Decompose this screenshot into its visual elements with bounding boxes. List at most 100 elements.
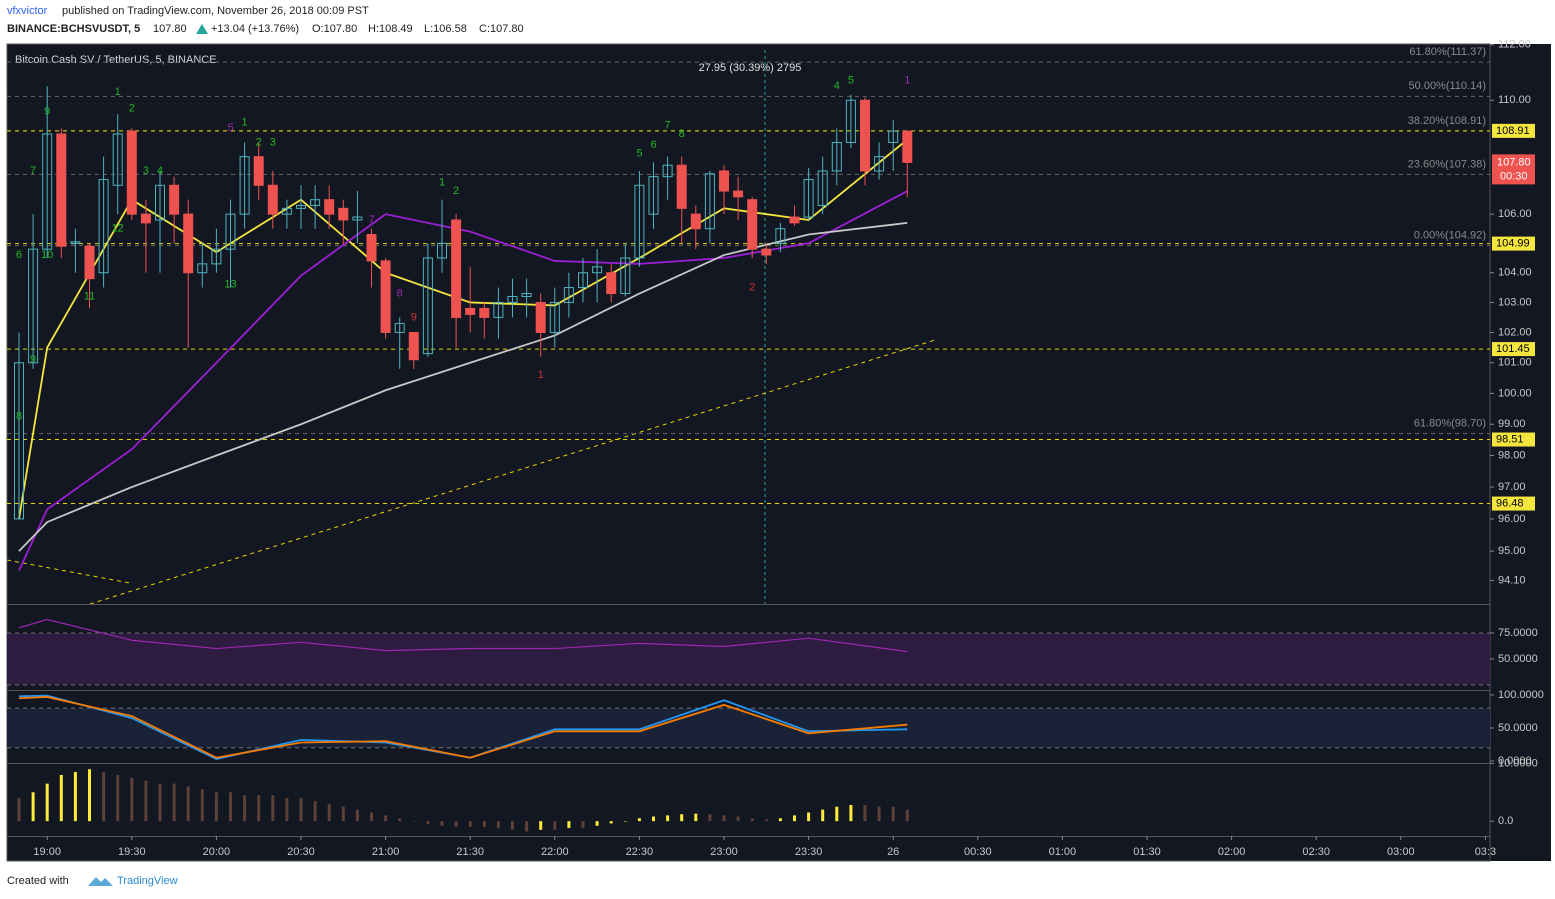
x-tick-label: 21:00 <box>372 846 400 858</box>
histogram-bar <box>398 818 402 822</box>
high: H:108.49 <box>368 23 413 35</box>
candle-body <box>310 199 321 206</box>
x-tick-label: 20:00 <box>203 846 231 858</box>
price-tag-label: 108.91 <box>1496 125 1530 137</box>
histogram-bar <box>158 783 162 822</box>
histogram-bar <box>821 809 825 822</box>
td-count: 2 <box>749 281 755 293</box>
candle-body <box>521 293 532 297</box>
histogram-bar <box>793 815 796 822</box>
x-tick-label: 01:30 <box>1133 846 1161 858</box>
td-count: 1 <box>115 86 121 98</box>
td-count: 8 <box>679 128 685 140</box>
x-tick-label: 21:30 <box>456 846 484 858</box>
candle-body <box>56 133 67 247</box>
histogram-bar <box>567 821 571 829</box>
histogram-bar <box>412 821 416 822</box>
candle-body <box>789 216 800 224</box>
histogram-bar <box>285 798 289 822</box>
histogram-bar <box>186 786 190 822</box>
x-tick-label: 03:00 <box>1387 846 1415 858</box>
price-tag-label: 96.48 <box>1496 497 1524 509</box>
histogram-bar <box>88 769 91 822</box>
y-tick-label: 95.00 <box>1498 545 1526 557</box>
candle-body <box>817 170 828 206</box>
candle-body <box>42 133 53 250</box>
histogram-bar <box>511 821 514 830</box>
candle-body <box>465 307 476 315</box>
symbol: BINANCE:BCHSVUSDT, 5 <box>7 23 140 35</box>
td-count: 9 <box>30 354 36 366</box>
candle-body <box>549 301 560 333</box>
candle-body <box>634 184 645 259</box>
candle-body <box>761 248 772 256</box>
td-count: 5 <box>848 75 854 87</box>
candle-body <box>606 272 617 295</box>
candle-body <box>394 322 405 333</box>
x-tick-label: 02:00 <box>1218 846 1246 858</box>
td-count: 2 <box>129 103 135 115</box>
y-tick-label: 103.00 <box>1498 296 1532 308</box>
histogram-bar <box>778 818 782 822</box>
x-tick-label: 23:30 <box>795 846 823 858</box>
histogram-bar <box>144 780 148 822</box>
td-count: 11 <box>84 290 95 302</box>
candle-body <box>493 301 504 318</box>
histogram-bar <box>708 814 712 822</box>
price-tag <box>1492 236 1535 251</box>
candle-body <box>860 99 870 172</box>
candle-body <box>733 190 744 198</box>
td-count: 1 <box>904 75 910 87</box>
td-count: 2 <box>256 136 262 148</box>
candle-body <box>225 213 236 250</box>
histogram-bar <box>764 819 768 822</box>
price-tag <box>1492 123 1535 138</box>
td-count: 8 <box>16 410 22 422</box>
last-price-label: 107.80 <box>1497 156 1531 168</box>
histogram-bar <box>299 798 303 822</box>
x-tick-label: 19:00 <box>33 846 61 858</box>
candle-body <box>704 173 715 230</box>
author: vfxvictor <box>7 5 48 17</box>
y-tick-label: 100.0000 <box>1498 689 1544 701</box>
histogram-bar <box>694 813 698 822</box>
candle-body <box>676 164 687 209</box>
band <box>7 708 1490 748</box>
candle-body <box>747 199 758 250</box>
histogram-bar <box>229 792 232 822</box>
price-tag-label: 101.45 <box>1496 343 1530 355</box>
candle-body <box>578 272 588 289</box>
pane-borders <box>6 43 1491 862</box>
up-arrow <box>196 24 208 34</box>
candle-body <box>169 184 180 215</box>
candle-body <box>437 242 447 259</box>
trend-line <box>6 559 131 584</box>
price-tag <box>1492 342 1535 357</box>
candle-body <box>366 234 377 262</box>
fib-label: 38.20%(108.91) <box>1408 115 1486 127</box>
x-tick-label: 19:30 <box>118 846 146 858</box>
histogram-bar <box>736 816 740 822</box>
candle-body <box>479 307 490 318</box>
x-tick-label: 23:00 <box>710 846 738 858</box>
candle-body <box>902 130 913 163</box>
moving-average <box>18 221 908 552</box>
candle-body <box>267 184 278 215</box>
y-tick-label: 101.00 <box>1498 357 1532 369</box>
td-count: 6 <box>16 249 22 261</box>
fib-label: 23.60%(107.38) <box>1408 158 1486 170</box>
trend-line <box>89 339 936 605</box>
histogram-bar <box>454 821 458 827</box>
price-tag <box>1492 432 1535 447</box>
measure: 27.95 (30.39%) 2795 <box>699 62 802 74</box>
candle-body <box>14 362 24 520</box>
candle-body <box>211 248 222 265</box>
histogram-bar <box>200 789 204 822</box>
y-tick-label: 99.00 <box>1498 418 1526 430</box>
histogram-bar <box>891 806 895 822</box>
histogram-bar <box>440 821 444 826</box>
histogram-bar <box>355 809 359 822</box>
y-tick-label: 0.0000 <box>1498 755 1532 767</box>
td-count: 9 <box>411 311 417 323</box>
